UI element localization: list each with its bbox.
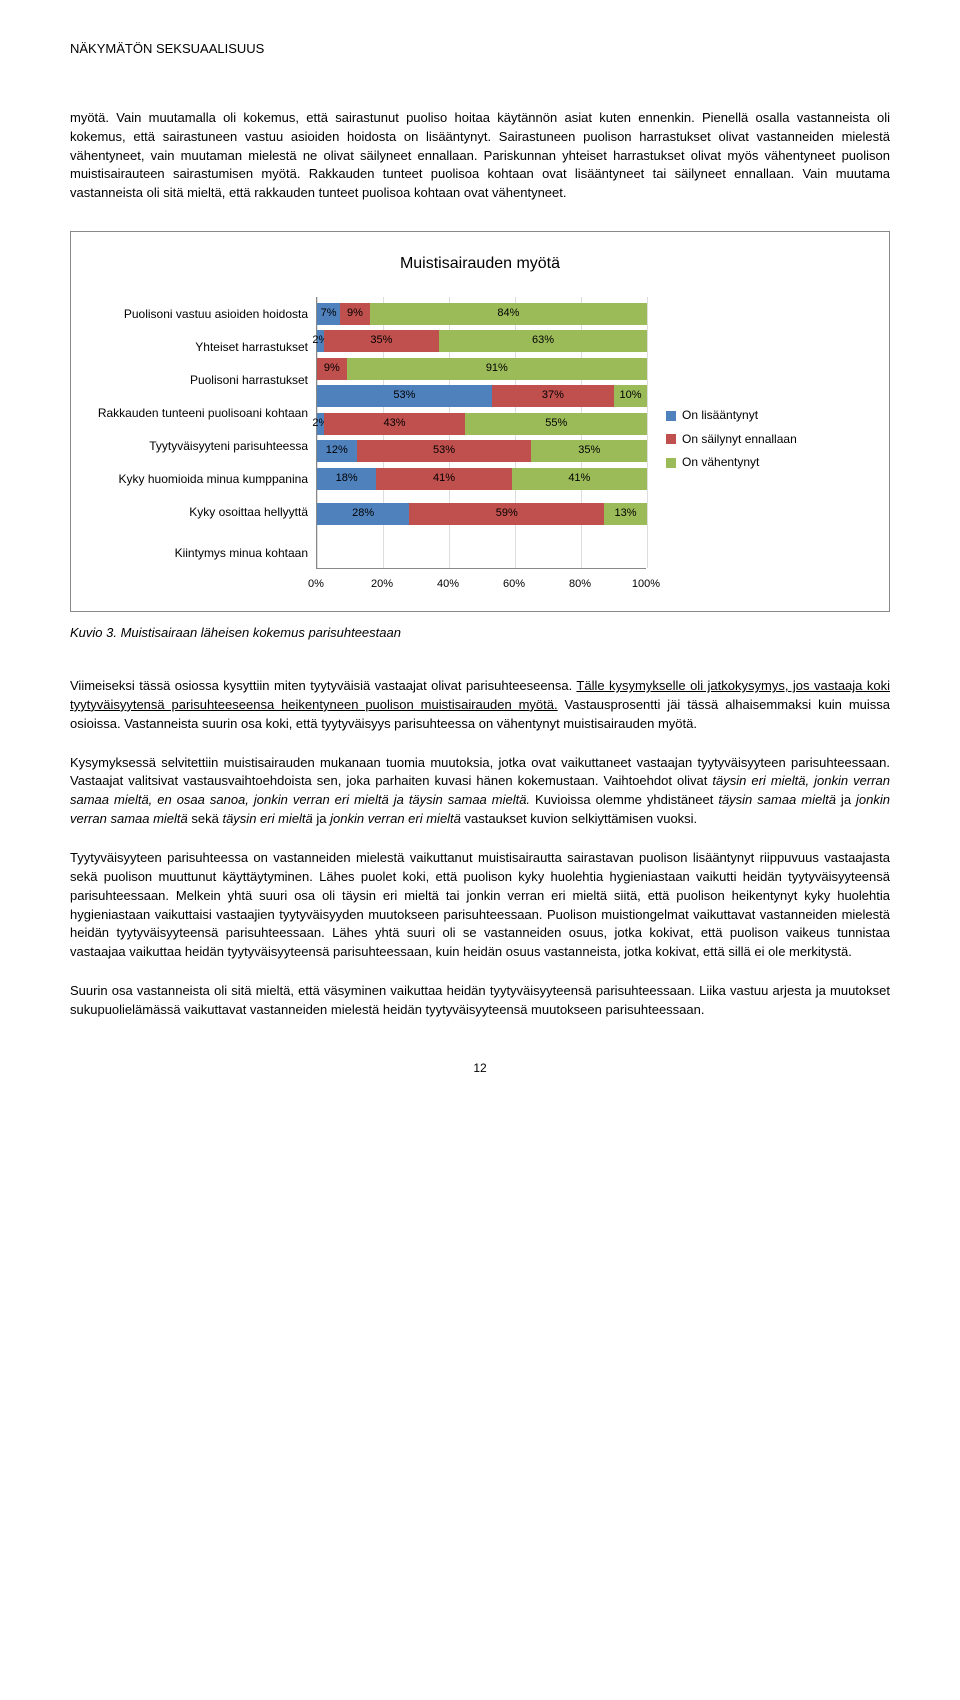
chart-container: Muistisairauden myötä Puolisoni vastuu a… (70, 231, 890, 612)
chart-bar-segment: 55% (465, 413, 647, 435)
x-axis-tick: 20% (371, 577, 393, 593)
x-axis-tick: 0% (308, 577, 324, 593)
chart-row-label: Yhteiset harrastukset (91, 330, 316, 363)
chart-body: Puolisoni vastuu asioiden hoidostaYhteis… (91, 297, 869, 569)
text-span: ja (313, 811, 330, 826)
legend-swatch (666, 434, 676, 444)
page-header: NÄKYMÄTÖN SEKSUAALISUUS (70, 40, 890, 59)
text-span: ja (836, 792, 856, 807)
text-span: Viimeiseksi tässä osiossa kysyttiin mite… (70, 678, 576, 693)
chart-bar-segment: 2% (317, 330, 324, 352)
paragraph-3: Kysymyksessä selvitettiin muistisairaude… (70, 754, 890, 829)
paragraph-5: Suurin osa vastanneista oli sitä mieltä,… (70, 982, 890, 1020)
chart-bar-segment: 41% (376, 468, 511, 490)
chart-x-axis: 0%20%40%60%80%100% (316, 577, 646, 593)
chart-bar-segment: 9% (340, 303, 370, 325)
chart-bar-segment: 59% (409, 503, 604, 525)
chart-bar: 53%37%10% (317, 385, 647, 407)
x-axis-tick: 40% (437, 577, 459, 593)
chart-bar-segment: 43% (324, 413, 466, 435)
chart-row-label: Puolisoni harrastukset (91, 363, 316, 396)
legend-item: On lisääntynyt (666, 407, 797, 424)
chart-bar-segment: 35% (324, 330, 440, 352)
chart-row-label: Tyytyväisyyteni parisuhteessa (91, 429, 316, 462)
chart-bar-segment: 91% (347, 358, 647, 380)
chart-bar: 18%41%41% (317, 468, 647, 490)
text-span-italic: täysin samaa mieltä (718, 792, 836, 807)
chart-bar-segment: 37% (492, 385, 614, 407)
chart-bar: 9%91% (317, 358, 647, 380)
chart-bar-segment: 53% (357, 440, 532, 462)
paragraph-2: Viimeiseksi tässä osiossa kysyttiin mite… (70, 677, 890, 734)
text-span: sekä (188, 811, 223, 826)
chart-bar: 2%43%55% (317, 413, 647, 435)
chart-row-label: Rakkauden tunteeni puolisoani kohtaan (91, 396, 316, 429)
x-axis-tick: 100% (632, 577, 660, 593)
chart-caption: Kuvio 3. Muistisairaan läheisen kokemus … (70, 624, 890, 643)
chart-row-label: Kyky osoittaa hellyyttä (91, 495, 316, 528)
legend-swatch (666, 458, 676, 468)
chart-bar-segment: 2% (317, 413, 324, 435)
chart-legend: On lisääntynyt On säilynyt ennallaan On vä… (666, 297, 797, 477)
legend-label: On vähentynyt (682, 454, 759, 471)
chart-bar-segment: 12% (317, 440, 357, 462)
chart-bar-segment: 10% (614, 385, 647, 407)
chart-bar: 12%53%35% (317, 440, 647, 462)
chart-bar-segment: 9% (317, 358, 347, 380)
chart-bar-segment: 63% (439, 330, 647, 352)
chart-plot-area: 7%9%84%2%35%63%9%91%53%37%10%2%43%55%12%… (316, 297, 646, 569)
x-axis-tick: 80% (569, 577, 591, 593)
x-axis-tick: 60% (503, 577, 525, 593)
legend-label: On säilynyt ennallaan (682, 431, 797, 448)
page-number: 12 (70, 1060, 890, 1077)
text-span: Kuvioissa olemme yhdistäneet (530, 792, 718, 807)
chart-bar-segment: 13% (604, 503, 647, 525)
legend-item: On säilynyt ennallaan (666, 431, 797, 448)
chart-title: Muistisairauden myötä (91, 252, 869, 275)
chart-bar: 7%9%84% (317, 303, 647, 325)
chart-bar: 2%35%63% (317, 330, 647, 352)
chart-bar-segment: 41% (512, 468, 647, 490)
chart-row-label: Puolisoni vastuu asioiden hoidosta (91, 297, 316, 330)
chart-bar-segment: 35% (531, 440, 647, 462)
chart-bar-segment: 53% (317, 385, 492, 407)
chart-row-label: Kiintymys minua kohtaan (91, 536, 316, 569)
chart-bar-segment: 84% (370, 303, 647, 325)
paragraph-1: myötä. Vain muutamalla oli kokemus, että… (70, 109, 890, 203)
text-span-italic: jonkin verran eri mieltä (330, 811, 461, 826)
legend-item: On vähentynyt (666, 454, 797, 471)
chart-row-label: Kyky huomioida minua kumppanina (91, 462, 316, 495)
chart-bar-segment: 18% (317, 468, 376, 490)
chart-bar: 28%59%13% (317, 503, 647, 525)
paragraph-4: Tyytyväisyyteen parisuhteessa on vastann… (70, 849, 890, 962)
text-span: vastaukset kuvion selkiyttämisen vuoksi. (461, 811, 697, 826)
chart-bar-segment: 28% (317, 503, 409, 525)
text-span-italic: täysin eri mieltä (222, 811, 312, 826)
legend-label: On lisääntynyt (682, 407, 758, 424)
legend-swatch (666, 411, 676, 421)
chart-bar-segment: 7% (317, 303, 340, 325)
